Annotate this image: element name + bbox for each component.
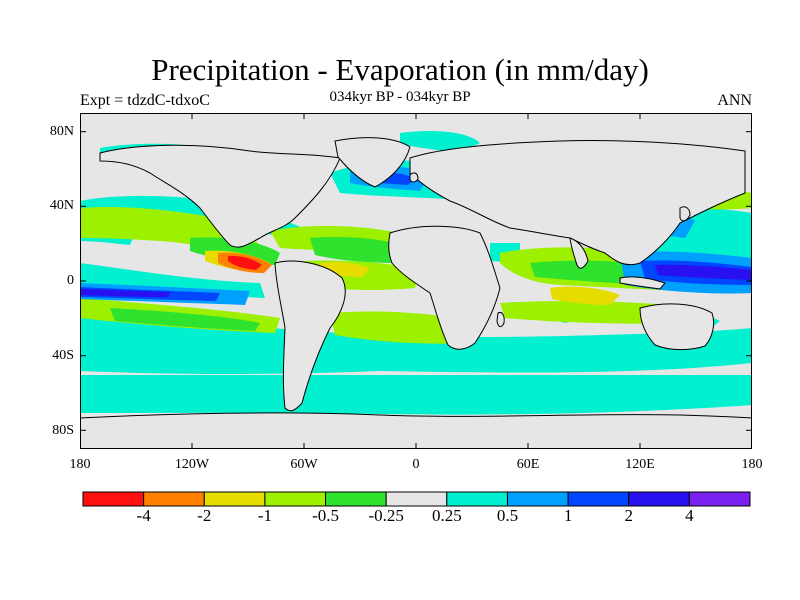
lon-label-60w: 60W — [290, 457, 318, 472]
south-america-outline — [274, 260, 346, 412]
lat-label-40s: 40S — [52, 348, 74, 363]
colorbar-label: -0.25 — [368, 506, 404, 525]
lat-label-0: 0 — [67, 273, 74, 288]
antarctica-outline — [80, 412, 752, 449]
colorbar-label: -1 — [257, 506, 272, 525]
colorbar-label: 4 — [685, 506, 694, 525]
colorbar-box — [506, 491, 569, 507]
colorbar-box — [446, 491, 508, 507]
lon-tickmarks — [191, 113, 641, 449]
colorbar-box — [385, 491, 448, 507]
colorbar-box — [325, 491, 387, 507]
map-plot — [80, 113, 752, 449]
colorbar-box — [628, 491, 690, 507]
colorbar-label: -0.5 — [312, 506, 339, 525]
coastlines — [80, 137, 752, 449]
indonesia-outline — [619, 276, 666, 290]
colorbar-label: 2 — [624, 506, 633, 525]
africa-outline — [388, 225, 501, 350]
lon-label-0: 0 — [412, 457, 420, 472]
lon-label-120w: 120W — [174, 457, 210, 472]
north-america-outline — [99, 144, 341, 248]
colorbar-box — [688, 491, 751, 507]
uk-outline — [409, 172, 419, 183]
lon-label-180e: 180 — [741, 457, 763, 472]
chart-title: Precipitation - Evaporation (in mm/day) — [151, 52, 649, 87]
lon-label-180w: 180 — [69, 457, 91, 472]
colorbar — [82, 491, 751, 507]
chart-subtitle: 034kyr BP - 034kyr BP — [329, 89, 471, 105]
indian-peninsula-outline — [569, 237, 589, 269]
colorbar-box — [264, 491, 327, 507]
lat-label-80n: 80N — [49, 124, 74, 139]
colorbar-box — [567, 491, 630, 507]
madagascar-outline — [496, 312, 505, 328]
colorbar-label: 0.25 — [431, 506, 462, 525]
colorbar-box — [203, 491, 266, 507]
map-panel — [80, 113, 752, 449]
colorbar-label: -4 — [136, 506, 151, 525]
red-regions — [228, 255, 262, 270]
colorbar-label: -2 — [197, 506, 212, 525]
colorbar-box — [143, 491, 205, 507]
lon-label-120e: 120E — [625, 457, 655, 472]
experiment-label: Expt = tdzdC-tdxoC — [80, 92, 210, 109]
greenland-outline — [334, 137, 411, 188]
colorbar-label: 0.5 — [496, 506, 519, 525]
japan-outline — [679, 206, 691, 222]
colorbar-box — [82, 491, 145, 507]
lat-label-80s: 80S — [52, 423, 74, 438]
darkblue-regions — [80, 264, 752, 297]
lon-label-60e: 60E — [516, 457, 540, 472]
colorbar-label: 1 — [563, 506, 573, 525]
eurasia-outline — [409, 140, 746, 266]
lat-label-40n: 40N — [49, 198, 74, 213]
australia-outline — [639, 303, 715, 351]
season-label: ANN — [717, 92, 752, 109]
lat-tickmarks — [80, 131, 752, 431]
